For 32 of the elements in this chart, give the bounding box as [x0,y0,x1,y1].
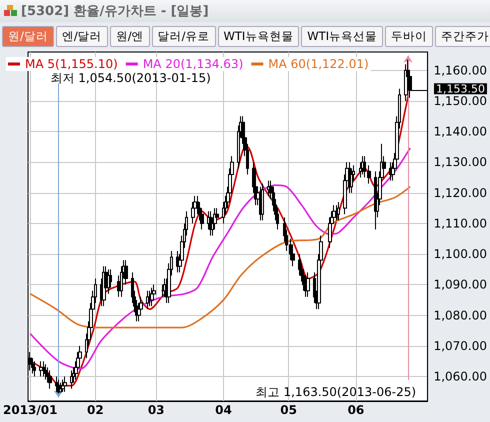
x-tick-label: 06 [348,403,364,417]
y-tick-label: 1,080.00 [434,308,487,322]
x-tick-label: 03 [148,403,165,417]
legend-label: MA 60(1,122.01) [268,57,369,71]
y-tick-label: 1,120.00 [434,186,487,200]
chart-title: [5302] 환율/유가차트 - [일봉] [21,3,209,20]
y-tick-label: 1,070.00 [434,338,487,353]
text: 주간주가 [435,26,490,46]
x-tick-label: 02 [87,403,104,417]
x-tick-label: 2013/01 [2,403,58,417]
y-tick-label: 1,160.00 [434,63,487,78]
y-tick-label: 1,140.00 [434,124,487,139]
x-tick-label: 04 [215,403,232,417]
text: WTI뉴욕선물 [301,26,384,46]
y-tick-label: 1,060.00 [434,370,487,384]
y-tick-label: 1,130.00 [434,155,487,170]
x-tick-label: 05 [280,403,297,417]
y-tick-label: 1,100.00 [434,247,487,262]
y-tick-label: 1,110.00 [434,216,487,230]
text: 달러/유로 [152,26,216,46]
legend-label: MA 20(1,134.63) [142,57,244,71]
y-tick-label: 1,150.00 [434,94,487,108]
annotation: 최고 1,163.50(2013-06-25) [256,385,416,399]
text: 원/엔 [110,26,150,46]
legend-label: MA 5(1,155.10) [25,57,118,71]
text: 엔/달러 [56,26,108,46]
annotation: 최저 1,054.50(2013-01-15) [50,71,211,85]
text: 두바이 [385,26,434,46]
y-tick-label: 1,090.00 [434,278,487,292]
text: WTI뉴욕현물 [218,26,300,46]
ref-line-label: 1,153.50 [436,82,485,96]
text: 원/달러 [2,26,54,46]
